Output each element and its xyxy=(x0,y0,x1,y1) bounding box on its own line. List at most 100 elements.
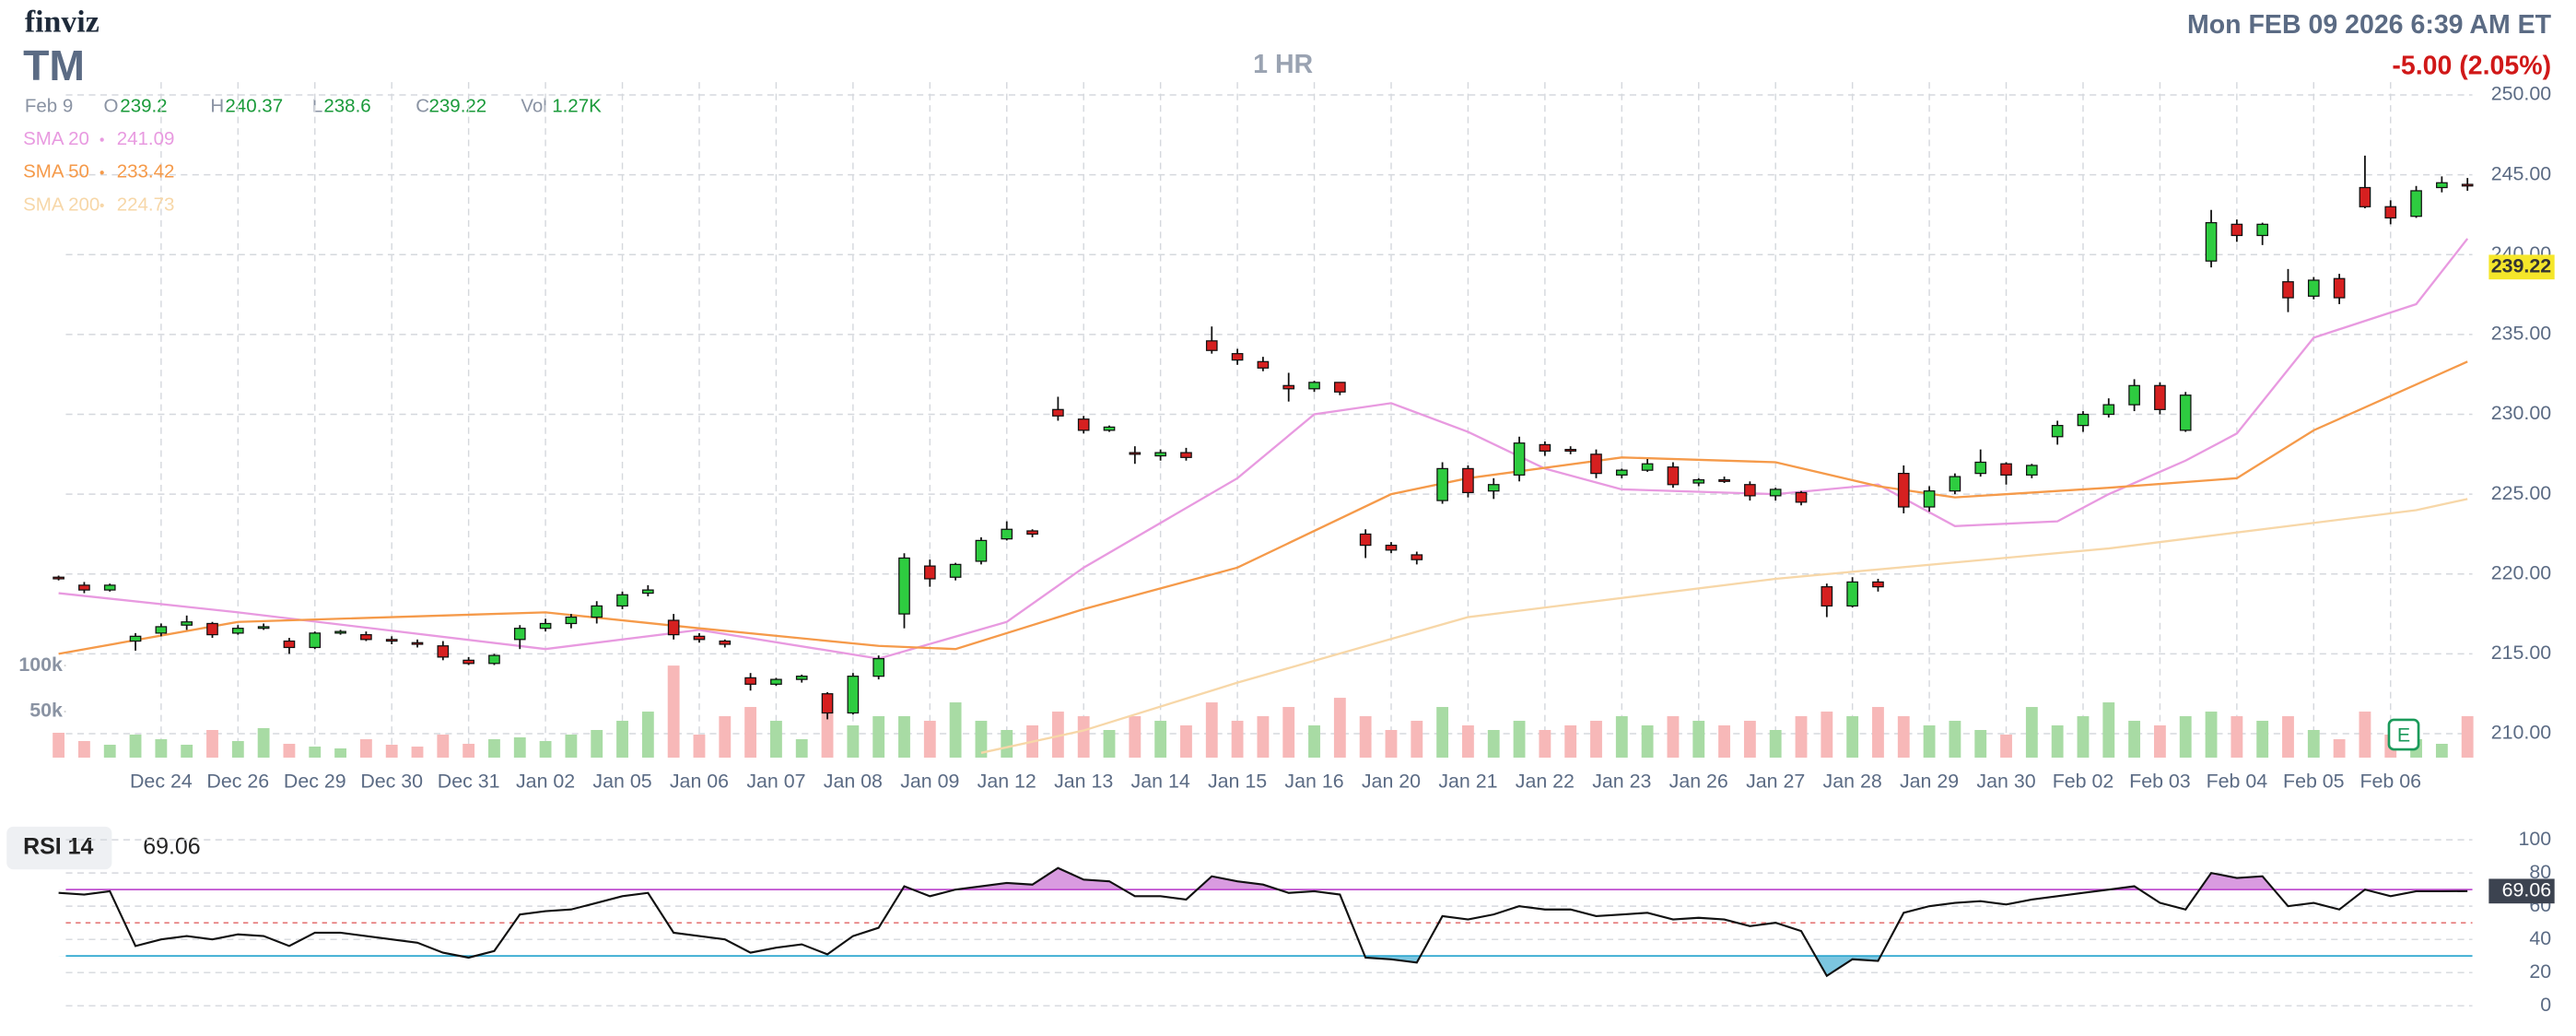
volume-bar xyxy=(1154,721,1167,758)
candle-body xyxy=(667,619,680,636)
volume-bar xyxy=(411,746,424,758)
candle-body xyxy=(206,622,218,636)
volume-bar xyxy=(1308,725,1320,758)
x-tick-label: Dec 26 xyxy=(206,770,269,792)
volume-bar xyxy=(1872,707,1884,758)
candle-body xyxy=(2179,394,2192,431)
earnings-icon xyxy=(2387,718,2420,751)
info-value: 238.6 xyxy=(323,95,370,116)
volume-bar xyxy=(1564,725,1577,758)
candle-body xyxy=(591,605,603,618)
x-tick-label: Jan 02 xyxy=(516,770,575,792)
x-tick-label: Jan 14 xyxy=(1131,770,1190,792)
candle-body xyxy=(513,628,526,641)
candle-body xyxy=(53,576,64,580)
volume-bar xyxy=(283,743,296,758)
sma-name: SMA 20 xyxy=(23,128,89,149)
candle-body xyxy=(103,584,116,591)
volume-bar xyxy=(2205,712,2218,758)
candle-body xyxy=(1334,382,1346,393)
candle-body xyxy=(1308,382,1320,390)
volume-bar xyxy=(359,738,372,758)
rsi-tick-label: 40 xyxy=(2529,927,2551,949)
candle-body xyxy=(1974,461,1987,475)
x-tick-label: Dec 24 xyxy=(130,770,193,792)
candle-body xyxy=(898,557,910,615)
volume-bar xyxy=(385,744,398,758)
volume-bar xyxy=(1333,698,1346,758)
volume-bar xyxy=(667,665,680,758)
volume-bar xyxy=(872,716,885,758)
sma-dot xyxy=(100,203,104,208)
x-tick-label: Jan 06 xyxy=(670,770,729,792)
candle-body xyxy=(539,622,552,630)
candle-body xyxy=(1052,408,1064,417)
volume-bar xyxy=(1103,730,1116,758)
candle-body xyxy=(1795,491,1808,503)
volume-bar xyxy=(1359,716,1372,758)
candle-body xyxy=(2051,425,2064,438)
candle-body xyxy=(693,635,706,641)
volume-bar xyxy=(795,738,808,758)
interval: 1 HR xyxy=(1253,50,1313,79)
candle-body xyxy=(1077,418,1090,431)
volume-bar xyxy=(309,746,322,758)
candle-body xyxy=(565,616,578,625)
volume-bar xyxy=(2128,721,2141,758)
volume-tick-label: 100k xyxy=(18,653,63,676)
candle-body xyxy=(1949,476,1961,492)
candle-body xyxy=(2205,221,2218,262)
candle-body xyxy=(334,630,346,634)
x-tick-label: Feb 05 xyxy=(2283,770,2345,792)
x-tick-label: Dec 29 xyxy=(284,770,346,792)
x-tick-label: Jan 28 xyxy=(1823,770,1882,792)
volume-bar xyxy=(1231,721,1244,758)
x-tick-label: Jan 29 xyxy=(1900,770,1959,792)
sma-name: SMA 50 xyxy=(23,161,89,182)
volume-bar xyxy=(1743,721,1756,758)
volume-bar xyxy=(53,733,65,758)
candle-body xyxy=(1923,490,1936,508)
sma-value: 241.09 xyxy=(117,128,175,149)
candle-body xyxy=(2333,277,2346,299)
sma-dot xyxy=(100,137,104,142)
candle-body xyxy=(1744,484,1756,497)
info-label: H xyxy=(210,95,224,116)
candle-body xyxy=(1411,554,1423,560)
candle-body xyxy=(1154,452,1166,457)
candle-body xyxy=(1026,530,1038,536)
info-label: C xyxy=(416,95,429,116)
volume-bar xyxy=(975,721,988,758)
x-tick-label: Jan 27 xyxy=(1746,770,1805,792)
volume-bar xyxy=(719,716,732,758)
sma-line xyxy=(58,238,2469,660)
volume-bar xyxy=(1385,730,1398,758)
volume-bar xyxy=(1641,725,1654,758)
candle-body xyxy=(719,640,732,645)
volume-bar xyxy=(616,721,628,758)
volume-bar xyxy=(1667,716,1680,758)
info-value: 1.27K xyxy=(552,95,602,116)
x-tick-label: Jan 15 xyxy=(1208,770,1267,792)
candle-body xyxy=(1513,442,1526,476)
rsi-overbought-fill xyxy=(902,867,2275,890)
candle-body xyxy=(155,626,168,634)
candle-body xyxy=(2026,465,2038,476)
volume-bar xyxy=(2179,716,2192,758)
candle-body xyxy=(1231,353,1244,361)
candle-body xyxy=(2461,183,2474,187)
sma-value: 233.42 xyxy=(117,161,175,182)
volume-bar xyxy=(770,721,782,758)
x-tick-label: Jan 07 xyxy=(746,770,805,792)
volume-bar xyxy=(2307,730,2320,758)
volume-bar xyxy=(591,730,603,758)
x-tick-label: Dec 30 xyxy=(360,770,423,792)
candle-body xyxy=(975,539,988,562)
info-label: Vol xyxy=(521,95,547,116)
candle-body xyxy=(360,633,372,641)
candle-body xyxy=(1667,466,1680,486)
volume-bar xyxy=(2256,721,2269,758)
candle-body xyxy=(257,626,270,630)
volume-bar xyxy=(2333,738,2346,758)
volume-bar xyxy=(463,743,475,758)
